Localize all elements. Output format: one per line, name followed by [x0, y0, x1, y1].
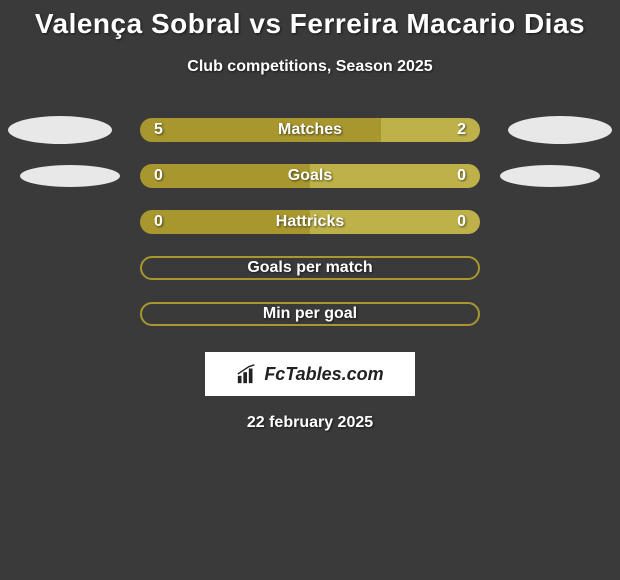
stat-bar-right	[310, 164, 480, 188]
stat-label: Goals	[288, 167, 332, 185]
stat-row: Goals per match	[0, 256, 620, 280]
stat-value-right: 0	[457, 213, 466, 231]
stat-bar-left	[140, 118, 381, 142]
date-label: 22 february 2025	[0, 414, 620, 432]
player-marker-right	[500, 165, 600, 187]
stat-bar: 0 0 Goals	[140, 164, 480, 188]
player-marker-left	[20, 165, 120, 187]
stat-value-right: 0	[457, 167, 466, 185]
stats-rows: 5 2 Matches 0 0 Goals 0 0 Hattricks Goals per mat…	[0, 118, 620, 326]
stat-bar-empty: Min per goal	[140, 302, 480, 326]
stat-value-left: 0	[154, 167, 163, 185]
stat-label: Hattricks	[276, 213, 344, 231]
stat-value-right: 2	[457, 121, 466, 139]
stat-row: 5 2 Matches	[0, 118, 620, 142]
page-title: Valença Sobral vs Ferreira Macario Dias	[0, 0, 620, 40]
logo-box: FcTables.com	[205, 352, 415, 396]
stat-bar: 0 0 Hattricks	[140, 210, 480, 234]
subtitle: Club competitions, Season 2025	[0, 58, 620, 76]
stat-label: Goals per match	[247, 259, 372, 277]
stat-value-left: 5	[154, 121, 163, 139]
bar-chart-icon	[236, 363, 258, 385]
stat-bar-left	[140, 164, 310, 188]
stat-bar: 5 2 Matches	[140, 118, 480, 142]
player-marker-right	[508, 116, 612, 144]
logo-text: FcTables.com	[264, 364, 383, 385]
stat-row: 0 0 Hattricks	[0, 210, 620, 234]
stat-bar-empty: Goals per match	[140, 256, 480, 280]
stat-value-left: 0	[154, 213, 163, 231]
stat-row: 0 0 Goals	[0, 164, 620, 188]
stat-label: Min per goal	[263, 305, 357, 323]
stat-row: Min per goal	[0, 302, 620, 326]
stat-label: Matches	[278, 121, 342, 139]
player-marker-left	[8, 116, 112, 144]
